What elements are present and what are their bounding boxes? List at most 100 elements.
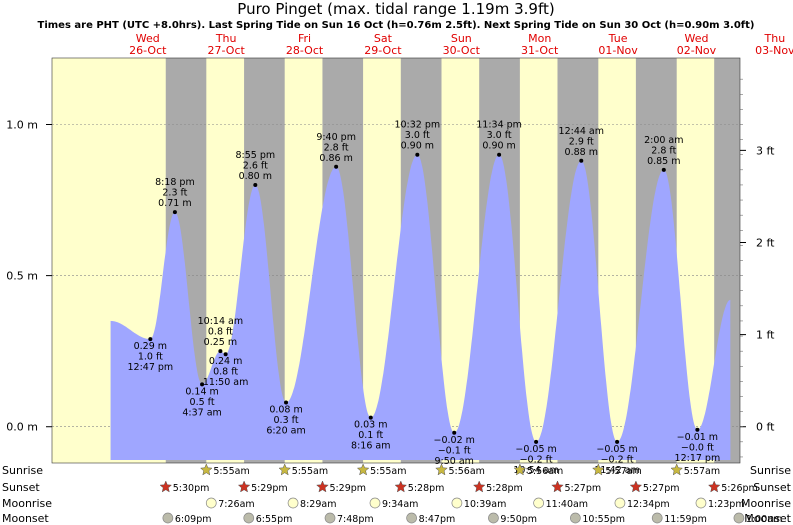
day-name-label: Wed: [684, 32, 708, 45]
tide-height-ft-label: 3.0 ft: [487, 130, 512, 141]
moonrise-icon: [205, 497, 217, 509]
moonset-icon: [570, 512, 581, 524]
tide-point: [284, 400, 289, 405]
y-tick-label-right: 1 ft: [756, 329, 775, 342]
row-label-right: Sunrise: [750, 464, 791, 477]
tide-height-ft-label: 3.0 ft: [405, 130, 430, 141]
day-date-label: 30-Oct: [443, 44, 481, 57]
moonset-icon: [243, 512, 255, 524]
moonset-time-label: 6:55pm: [256, 514, 293, 525]
tide-height-m-label: 0.90 m: [482, 141, 515, 152]
moonset-icon: [488, 512, 499, 524]
moonset-time-label: 11:59pm: [664, 514, 707, 525]
sun-moon-rows: Sunrise Sunrise Sunset Sunset Moonrise Moonri…: [2, 463, 792, 525]
tide-height-ft-label: 0.5 ft: [190, 397, 215, 408]
tide-point: [579, 158, 584, 163]
tide-height-m-label: −0.02 m: [434, 435, 475, 446]
sunrise-time-label: 5:55am: [370, 466, 406, 477]
tide-height-ft-label: 2.8 ft: [651, 145, 676, 156]
sunset-icon: [394, 480, 408, 493]
sunset-time-label: 5:28pm: [408, 483, 445, 494]
tide-time-label: 8:16 am: [351, 441, 390, 452]
moonset-time-label: 9:50pm: [500, 514, 537, 525]
day-name-label: Wed: [136, 32, 160, 45]
y-tick-label-left: 0.0 m: [6, 421, 38, 434]
day-date-label: 27-Oct: [208, 44, 246, 57]
row-label-right: Moonrise: [741, 497, 791, 510]
day-name-label: Thu: [215, 32, 237, 45]
tide-height-ft-label: 0.3 ft: [274, 415, 299, 426]
row-label-right: Moonset: [744, 512, 791, 525]
tide-point: [334, 164, 339, 169]
y-tick-label-right: 0 ft: [756, 421, 775, 434]
sunset-icon: [551, 480, 564, 493]
tide-time-label: 10:54 am: [513, 465, 558, 476]
tide-time-label: 11:34 pm: [476, 120, 522, 131]
y-tick-label-left: 1.0 m: [6, 118, 38, 131]
moonset-icon: [162, 512, 174, 524]
day-name-label: Mon: [528, 32, 551, 45]
moonrise-icon: [451, 497, 463, 509]
tide-time-label: 11:50 am: [203, 377, 248, 388]
tide-height-ft-label: −0.0 ft: [681, 442, 714, 453]
tide-height-ft-label: −0.2 ft: [520, 454, 553, 465]
tide-height-m-label: 0.29 m: [134, 341, 167, 352]
tide-time-label: 12:47 pm: [127, 362, 173, 373]
day-name-label: Sat: [374, 32, 393, 45]
moonrise-time-label: 9:34am: [382, 499, 418, 510]
tide-height-ft-label: 2.3 ft: [162, 188, 187, 199]
moonset-icon: [651, 512, 663, 524]
tide-height-ft-label: 0.8 ft: [208, 327, 233, 338]
day-name-label: Thu: [764, 32, 786, 45]
tide-point: [368, 415, 373, 420]
moonrise-icon: [614, 497, 626, 509]
moonset-time-label: 8:47pm: [419, 514, 456, 525]
sunset-icon: [472, 480, 486, 493]
sunrise-time-label: 5:56am: [527, 466, 563, 477]
sunset-time-label: 5:28pm: [486, 483, 523, 494]
tide-point: [695, 427, 700, 432]
row-label-left: Moonrise: [2, 497, 52, 510]
moonrise-time-label: 7:26am: [218, 499, 254, 510]
tide-height-ft-label: 2.8 ft: [324, 142, 349, 153]
sunrise-icon: [670, 463, 684, 476]
tide-point: [661, 167, 666, 172]
tide-point: [534, 439, 539, 444]
moonrise-time-label: 11:40am: [546, 499, 588, 510]
tide-time-label: 12:44 am: [559, 126, 604, 137]
tide-height-m-label: −0.05 m: [596, 444, 637, 455]
tide-point: [253, 182, 258, 187]
day-date-label: 02-Nov: [677, 44, 717, 57]
moonrise-time-label: 8:29am: [300, 499, 336, 510]
day-date-label: 01-Nov: [598, 44, 638, 57]
day-name-label: Tue: [608, 32, 628, 45]
tide-height-m-label: 0.03 m: [354, 420, 387, 431]
tide-height-m-label: 0.25 m: [204, 337, 237, 348]
sunset-time-label: 5:29pm: [329, 483, 366, 494]
sunset-icon: [707, 480, 721, 493]
tide-height-m-label: 0.24 m: [209, 356, 242, 367]
tide-height-m-label: 0.85 m: [647, 156, 680, 167]
sunset-time-label: 5:27pm: [643, 483, 680, 494]
moonrise-icon: [695, 497, 707, 509]
moonrise-icon: [533, 497, 544, 509]
sunrise-time-label: 5:55am: [213, 466, 249, 477]
tide-height-m-label: 0.71 m: [158, 198, 191, 209]
tide-height-m-label: 0.80 m: [239, 171, 272, 182]
tide-time-label: 9:40 pm: [316, 132, 356, 143]
sunrise-icon: [591, 463, 605, 476]
row-label-right: Sunset: [753, 481, 791, 494]
tide-time-label: 10:32 pm: [394, 120, 440, 131]
moonrise-time-label: 1:23pm: [708, 499, 745, 510]
tide-height-ft-label: 0.8 ft: [213, 367, 238, 378]
tide-point: [200, 382, 205, 387]
tide-height-ft-label: 2.9 ft: [569, 136, 594, 147]
tide-time-label: 2:00 am: [644, 135, 683, 146]
tide-height-m-label: −0.05 m: [515, 444, 556, 455]
sunset-time-label: 5:26pm: [721, 483, 758, 494]
tide-time-label: 6:20 am: [266, 426, 305, 437]
moonset-time-label: 6:09pm: [175, 514, 212, 525]
day-date-label: 29-Oct: [364, 44, 402, 57]
